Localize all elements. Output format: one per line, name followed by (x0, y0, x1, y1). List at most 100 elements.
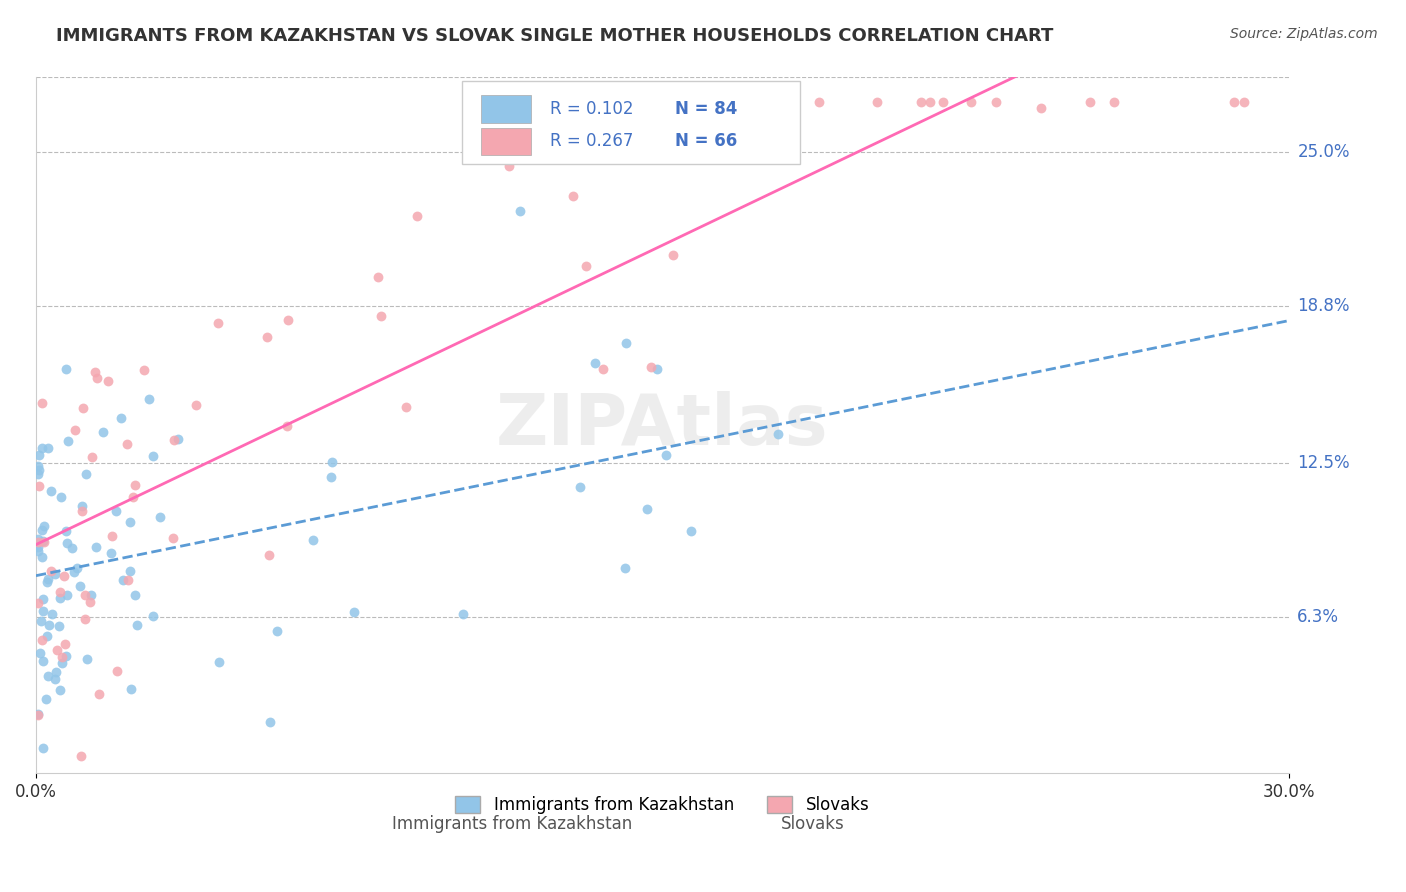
Point (55, 362, 77, 376)
Point (49, 591, 72, 605)
Point (451, 607, 474, 621)
Text: 12.5%: 12.5% (1298, 454, 1350, 472)
Point (73, 588, 96, 602)
Text: 6.3%: 6.3% (1298, 607, 1340, 625)
Point (259, 715, 281, 730)
Point (117, 573, 139, 587)
Point (30, 614, 52, 628)
Point (27, 708, 49, 723)
Point (807, 95, 830, 110)
Text: N = 66: N = 66 (675, 132, 737, 151)
Point (395, 400, 418, 414)
Point (120, 564, 142, 578)
Point (31, 549, 53, 564)
Point (31, 523, 53, 537)
Point (614, 336, 637, 351)
Point (31, 655, 53, 669)
Point (48, 619, 70, 633)
Point (38, 618, 60, 632)
Point (37, 629, 59, 643)
Text: IMMIGRANTS FROM KAZAKHSTAN VS SLOVAK SINGLE MOTHER HOUSEHOLDS CORRELATION CHART: IMMIGRANTS FROM KAZAKHSTAN VS SLOVAK SIN… (56, 27, 1053, 45)
Point (32, 519, 55, 533)
Point (37, 669, 59, 683)
Point (124, 477, 146, 491)
Point (918, 95, 941, 110)
Point (35, 692, 58, 706)
Point (55, 637, 77, 651)
Point (28, 479, 51, 493)
Point (75, 467, 97, 481)
Point (44, 566, 66, 581)
Point (97, 374, 120, 388)
Point (111, 573, 134, 587)
Point (110, 410, 132, 425)
Point (276, 418, 298, 433)
Point (55, 536, 77, 550)
Point (27, 532, 49, 546)
Point (319, 470, 342, 484)
Text: R = 0.267: R = 0.267 (550, 132, 633, 151)
Text: Slovaks: Slovaks (780, 815, 845, 833)
Point (645, 361, 668, 376)
Point (207, 316, 229, 330)
Point (56, 588, 79, 602)
Point (84, 540, 107, 554)
Point (27, 596, 49, 610)
Point (142, 608, 165, 623)
Point (768, 427, 790, 442)
Point (1078, 95, 1101, 110)
Point (866, 95, 889, 110)
Point (27, 707, 49, 722)
Point (27, 540, 49, 554)
Point (101, 529, 124, 543)
Point (163, 434, 186, 448)
Legend: Immigrants from Kazakhstan, Slovaks: Immigrants from Kazakhstan, Slovaks (449, 789, 876, 821)
Point (30, 647, 52, 661)
Point (49, 490, 72, 504)
Point (138, 392, 160, 406)
Point (60, 541, 83, 556)
Point (166, 432, 188, 446)
Point (32, 604, 55, 618)
Point (498, 159, 520, 173)
Point (45, 665, 67, 679)
Point (115, 437, 138, 451)
Point (49, 584, 72, 599)
Text: 18.8%: 18.8% (1298, 297, 1350, 315)
Point (640, 359, 662, 374)
Point (51, 657, 73, 671)
Point (125, 617, 148, 632)
Point (100, 546, 122, 560)
Point (614, 561, 637, 575)
Point (641, 95, 664, 110)
Point (69, 579, 91, 593)
Point (1223, 95, 1246, 110)
FancyBboxPatch shape (463, 81, 800, 164)
Point (162, 531, 184, 545)
Point (31, 741, 53, 756)
Point (134, 362, 156, 376)
Point (301, 533, 323, 548)
Point (120, 682, 142, 697)
Text: R = 0.102: R = 0.102 (550, 100, 633, 118)
Point (31, 396, 53, 410)
Point (41, 607, 63, 621)
Point (89, 687, 111, 701)
Point (186, 398, 208, 412)
Point (76, 651, 98, 665)
Point (86, 371, 108, 385)
Point (367, 269, 389, 284)
Point (321, 455, 343, 469)
Point (257, 549, 280, 563)
Point (70, 749, 93, 764)
Point (105, 504, 128, 518)
Point (568, 480, 591, 494)
Point (63, 423, 86, 437)
Point (1029, 102, 1052, 116)
Point (575, 260, 598, 274)
Point (562, 189, 585, 203)
Point (37, 575, 59, 590)
Point (122, 490, 145, 504)
Point (37, 441, 59, 455)
FancyBboxPatch shape (481, 95, 531, 123)
